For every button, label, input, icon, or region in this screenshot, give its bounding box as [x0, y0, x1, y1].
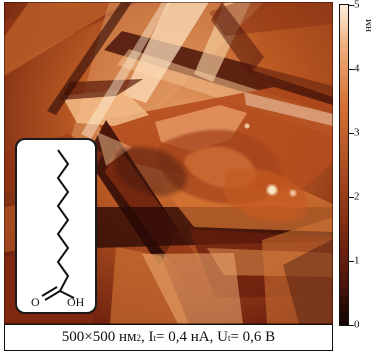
oxygen-label: O [31, 295, 40, 309]
height-tick-label-0: 0 [354, 318, 360, 331]
height-color-scale [339, 4, 349, 326]
fatty-acid-structure-panel: O OH [15, 138, 97, 314]
voltage-value: = 0,6 В [230, 329, 276, 345]
hydroxyl-label: OH [67, 295, 85, 309]
height-tick-5 [349, 5, 354, 6]
carbonyl-double-bond-right [41, 286, 58, 297]
height-tick-label-2: 2 [354, 190, 360, 203]
height-scale-ticks: 0 1 2 3 4 5 [349, 0, 379, 330]
height-tick-label-5: 5 [354, 0, 360, 11]
carbon-chain [56, 149, 70, 292]
height-tick-0 [349, 325, 354, 326]
height-tick-label-3: 3 [354, 126, 360, 139]
height-tick-4 [349, 69, 354, 70]
stm-topography-image [4, 2, 333, 324]
height-tick-label-1: 1 [354, 254, 360, 267]
scan-size: 500×500 нм [61, 329, 137, 345]
height-tick-1 [349, 261, 354, 262]
height-tick-2 [349, 197, 354, 198]
current-value: = 0,4 нА, U [156, 329, 228, 345]
fatty-acid-structure-diagram: O OH [31, 149, 85, 309]
current-prefix: , I [141, 329, 154, 345]
hydroxyl-bond [59, 290, 75, 299]
height-tick-3 [349, 133, 354, 134]
height-scale-unit: нм [362, 19, 374, 33]
stm-image-rendering [4, 2, 333, 324]
carbonyl-double-bond-left [44, 290, 61, 301]
height-tick-label-4: 4 [354, 62, 360, 75]
